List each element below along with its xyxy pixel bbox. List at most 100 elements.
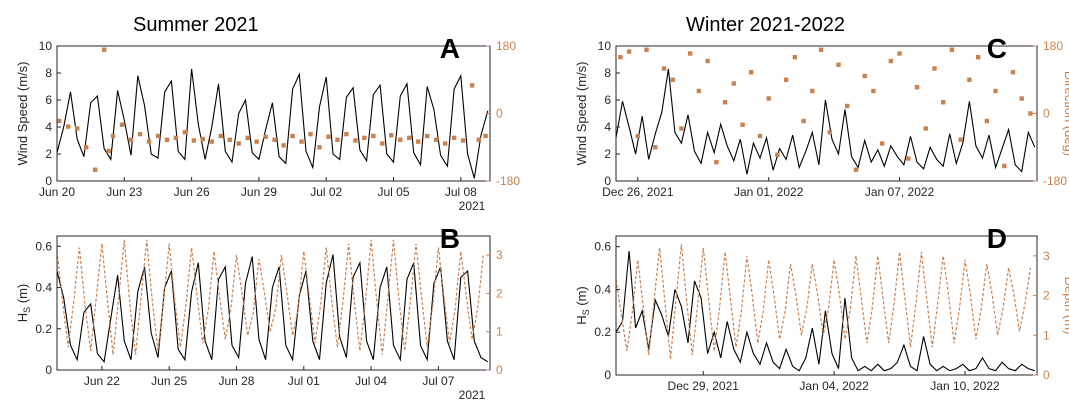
y2tick-label: -180 — [1043, 174, 1067, 188]
point-c-11 — [714, 160, 719, 165]
point-c-28 — [862, 73, 867, 79]
series-line-c-0 — [615, 68, 1036, 175]
point-a-8 — [119, 122, 125, 127]
point-c-34 — [914, 85, 920, 90]
panel-b: 0 0.2 0.4 0.6 0 1 2 3 Jun 22 Jun 25 Jun 28 Jul 01 Ju… — [15, 223, 503, 402]
xtick-label: Jul 04 — [355, 374, 387, 388]
point-c-3 — [644, 47, 649, 52]
point-a-28 — [299, 139, 304, 144]
point-c-9 — [696, 88, 702, 94]
point-a-29 — [308, 131, 313, 137]
point-a-3 — [83, 145, 89, 150]
xtick-label: Jun 29 — [241, 185, 277, 199]
point-a-44 — [442, 141, 448, 146]
ytick-label: 10 — [598, 39, 612, 53]
point-a-14 — [173, 135, 179, 141]
point-c-14 — [740, 122, 745, 127]
point-a-35 — [362, 135, 367, 141]
ytick-label: 4 — [604, 120, 611, 134]
point-c-4 — [653, 145, 658, 150]
xtick-label: Jul 05 — [378, 185, 410, 199]
y2tick-label: 180 — [496, 39, 516, 53]
y2tick-label: 3 — [1043, 249, 1050, 263]
point-a-27 — [290, 133, 295, 139]
point-c-42 — [984, 118, 990, 124]
point-a-48 — [476, 137, 481, 142]
point-a-24 — [263, 134, 268, 139]
point-c-8 — [687, 51, 693, 56]
point-c-6 — [670, 77, 675, 82]
point-c-0 — [618, 55, 623, 60]
y2tick-label: 0 — [1043, 107, 1050, 121]
ytick-label: 0.2 — [594, 325, 611, 339]
ytick-label: 4 — [45, 120, 52, 134]
ylabel: Wind Speed (m/s) — [15, 61, 30, 165]
point-c-18 — [775, 152, 780, 157]
y2tick-label: 0 — [1043, 368, 1050, 382]
series-line-b-0 — [56, 254, 489, 364]
point-c-45 — [1010, 70, 1016, 75]
y2tick-label: 0 — [496, 363, 503, 377]
point-c-31 — [888, 58, 894, 64]
point-a-26 — [281, 143, 286, 148]
xtick-label: Jun 26 — [174, 185, 210, 199]
y2tick-label: -180 — [496, 174, 520, 188]
ytick-label: 0 — [45, 174, 52, 188]
point-a-4 — [92, 167, 98, 172]
point-a-32 — [335, 137, 340, 142]
point-c-15 — [749, 70, 754, 75]
ytick-label: 8 — [45, 66, 52, 80]
y2tick-label: 2 — [1043, 289, 1050, 303]
point-c-37 — [941, 100, 946, 105]
ylabel: Wind Speed (m/s) — [574, 61, 589, 165]
point-c-16 — [757, 133, 763, 139]
y2tick-label: 1 — [1043, 328, 1050, 342]
ytick-label: 0.2 — [35, 322, 52, 336]
point-a-37 — [380, 141, 385, 146]
ytick-label: 6 — [45, 93, 52, 107]
ytick-label: 0.6 — [35, 239, 52, 253]
y2tick-label: 2 — [496, 286, 503, 300]
xtick-label: Dec 29, 2021 — [668, 379, 740, 393]
point-a-15 — [182, 130, 188, 135]
xtick-label: Jan 04, 2022 — [799, 379, 869, 393]
point-c-47 — [1028, 111, 1033, 116]
point-c-10 — [705, 58, 710, 64]
point-a-20 — [227, 137, 232, 142]
ytick-label: 2 — [604, 147, 611, 161]
ytick-label: 0 — [604, 174, 611, 188]
ytick-label: 0.6 — [594, 240, 611, 254]
point-c-32 — [897, 51, 902, 56]
xtick-label: Jun 25 — [151, 374, 187, 388]
point-c-36 — [932, 66, 937, 71]
xtick-label: Jul 08 — [445, 185, 477, 199]
panel-letter: D — [987, 223, 1007, 254]
point-a-47 — [469, 83, 475, 88]
xtick-label: Jun 23 — [106, 185, 142, 199]
point-c-27 — [853, 167, 859, 172]
point-a-36 — [371, 133, 376, 139]
panel-letter: C — [987, 33, 1007, 64]
point-c-12 — [722, 100, 728, 105]
point-a-23 — [254, 139, 259, 144]
point-a-0 — [57, 118, 62, 124]
y2label: Depth (m) — [1062, 277, 1069, 335]
point-c-38 — [949, 47, 955, 52]
xtick-label: Jun 20 — [39, 185, 75, 199]
winter-title: Winter 2021-2022 — [686, 14, 845, 36]
point-c-40 — [967, 77, 972, 82]
point-a-5 — [101, 47, 107, 52]
point-c-29 — [871, 88, 876, 94]
y2tick-label: 180 — [1043, 39, 1063, 53]
point-c-13 — [731, 81, 736, 86]
xtick-label: Jul 07 — [422, 374, 454, 388]
point-c-30 — [879, 141, 885, 146]
panel-letter: B — [440, 223, 460, 254]
point-c-20 — [792, 55, 798, 60]
xtick-label: Jun 28 — [218, 374, 254, 388]
ytick-label: 8 — [604, 66, 611, 80]
ytick-label: 0.4 — [594, 282, 611, 296]
xtick-label: Jun 22 — [84, 374, 120, 388]
point-a-43 — [433, 137, 439, 142]
